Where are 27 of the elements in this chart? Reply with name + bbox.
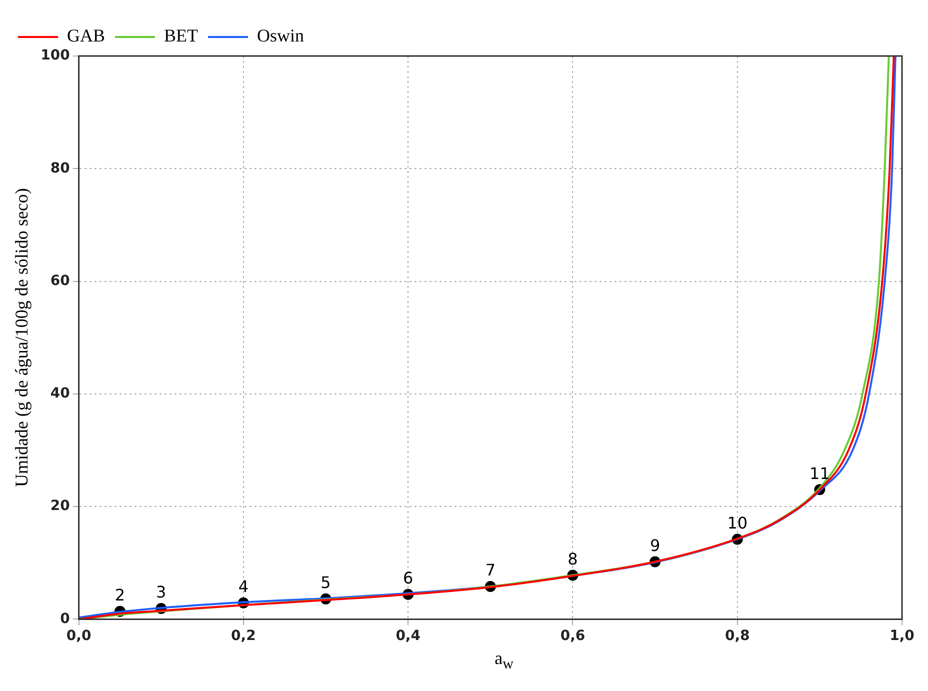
y-axis-title: Umidade (g de água/100g de sólido seco) [12, 188, 32, 488]
y-tick-label: 20 [50, 498, 70, 514]
annotation: 6 [403, 568, 414, 588]
x-tick-label: 0,0 [66, 628, 92, 644]
annotation: 5 [320, 573, 331, 592]
y-tick-label: 100 [40, 48, 70, 64]
annotation: 4 [238, 577, 249, 596]
x-tick-label: 0,2 [231, 628, 256, 644]
annotation: 2 [114, 585, 126, 604]
x-tick-label: 1,0 [890, 628, 915, 644]
x-tick-label: 0,4 [396, 628, 421, 644]
legend-label: BET [164, 26, 198, 46]
x-tick-label: 0,6 [560, 628, 586, 644]
x-axis-title: a$_{w}$ [494, 648, 514, 674]
legend-label: Oswin [257, 26, 304, 46]
y-tick-label: 60 [50, 272, 70, 289]
annotation: 3 [156, 582, 166, 602]
legend-label: GAB [67, 26, 106, 46]
annotation: 8 [568, 549, 578, 568]
y-tick-label: 80 [50, 160, 70, 176]
annotation: 9 [650, 536, 660, 555]
y-tick-label: 0 [60, 610, 70, 627]
x-tick-label: 0,8 [724, 628, 750, 644]
annotation: 11 [810, 464, 830, 483]
annotation: 10 [727, 513, 748, 532]
annotation: 7 [485, 560, 496, 580]
y-tick-label: 40 [50, 386, 70, 402]
